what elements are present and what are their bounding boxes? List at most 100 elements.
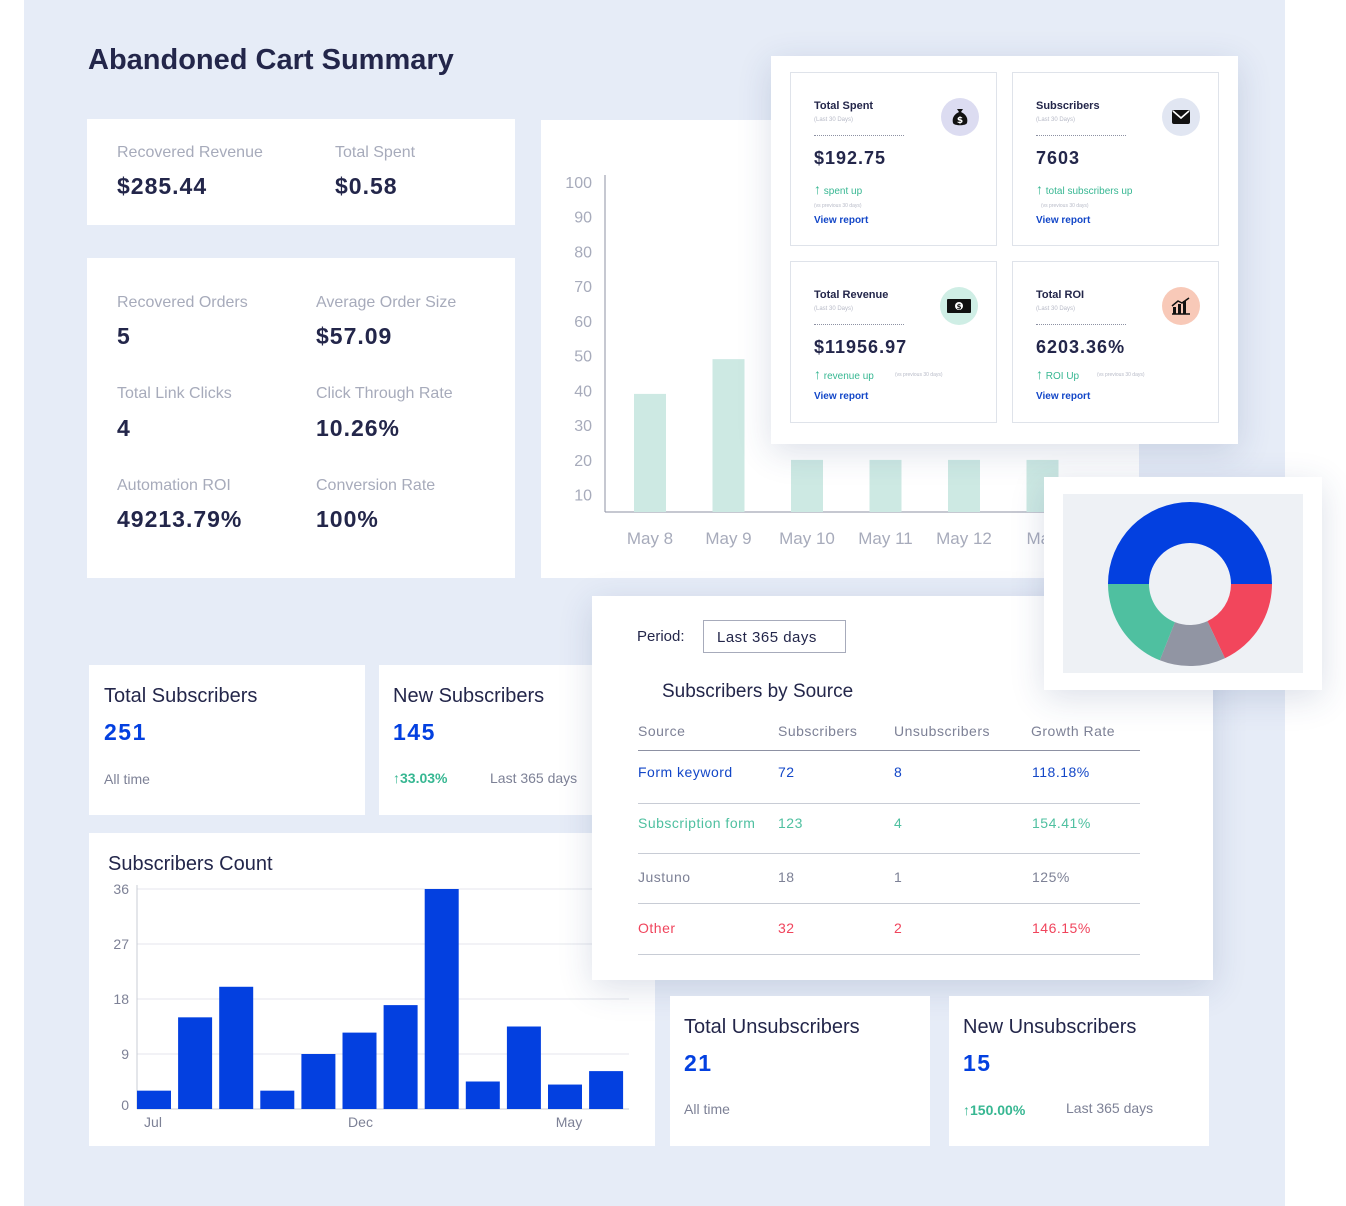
stat-card-total-roi: Total ROI (Last 30 Days) 6203.36% ↑ ROI … — [1012, 261, 1219, 423]
row-source[interactable]: Justuno — [638, 869, 691, 885]
column-header-source: Source — [638, 723, 686, 739]
row-source[interactable]: Form keyword — [638, 764, 733, 780]
link-clicks-label: Total Link Clicks — [117, 385, 232, 402]
bar — [137, 1090, 171, 1109]
bar — [260, 1090, 295, 1109]
total-subscribers-title: Total Subscribers — [104, 685, 258, 707]
arrow-up-icon: ↑ — [963, 1102, 970, 1118]
row-unsubscribers: 1 — [894, 869, 903, 885]
total-subscribers-card: Total Subscribers 251 All time — [89, 665, 365, 815]
svg-text:$: $ — [957, 116, 963, 126]
stat-value: $192.75 — [814, 148, 887, 168]
stat-value: 7603 — [1036, 148, 1081, 168]
arrow-up-icon: ↑ — [393, 770, 400, 786]
arrow-up-icon: ↑ — [814, 181, 821, 197]
bar — [465, 1081, 500, 1109]
bar — [219, 986, 254, 1109]
row-source[interactable]: Other — [638, 920, 676, 936]
row-divider — [638, 954, 1140, 955]
view-report-link[interactable]: View report — [814, 215, 869, 226]
total-unsubscribers-value: 21 — [684, 1050, 713, 1076]
row-growth: 125% — [1032, 869, 1070, 885]
stat-subtitle: (Last 30 Days) — [814, 117, 854, 123]
subscribers-count-card: Subscribers Count 36 27 18 9 0 Jul Dec May — [89, 833, 655, 1146]
stat-trend: ↑ revenue up — [814, 366, 874, 382]
avg-order-label: Average Order Size — [316, 294, 457, 311]
view-report-link[interactable]: View report — [814, 391, 869, 402]
ctr-label: Click Through Rate — [316, 385, 453, 402]
bar — [634, 393, 666, 512]
bar — [791, 459, 823, 512]
donut-slice — [1108, 584, 1175, 661]
recovered-revenue-value: $285.44 — [117, 173, 208, 199]
row-subscribers: 72 — [778, 764, 795, 780]
bar — [383, 1005, 418, 1109]
bar — [589, 1071, 624, 1109]
view-report-link[interactable]: View report — [1036, 215, 1091, 226]
bar — [548, 1084, 582, 1109]
row-unsubscribers: 8 — [894, 764, 903, 780]
period-label: Period: — [637, 628, 685, 645]
view-report-link[interactable]: View report — [1036, 391, 1091, 402]
y-tick-label: 20 — [574, 453, 592, 470]
y-tick-label: 80 — [574, 244, 592, 261]
x-tick-label: Jul — [144, 1114, 162, 1130]
stat-divider — [1036, 324, 1126, 325]
stat-subtitle: (Last 30 Days) — [814, 306, 854, 312]
new-unsubscribers-title: New Unsubscribers — [963, 1016, 1137, 1038]
ctr-value: 10.26% — [316, 415, 401, 441]
stat-value: $11956.97 — [814, 337, 908, 357]
row-source[interactable]: Subscription form — [638, 815, 756, 831]
stat-subtitle: (Last 30 Days) — [1036, 117, 1076, 123]
x-tick-label: May — [556, 1114, 582, 1130]
total-unsubscribers-card: Total Unsubscribers 21 All time — [670, 996, 930, 1146]
total-unsubscribers-title: Total Unsubscribers — [684, 1016, 860, 1038]
donut-chart — [1108, 502, 1272, 666]
roi-label: Automation ROI — [117, 477, 231, 494]
period-select[interactable]: Last 365 days — [703, 620, 846, 653]
change-value: 33.03% — [400, 770, 448, 786]
row-unsubscribers: 2 — [894, 920, 903, 936]
row-divider — [638, 803, 1140, 804]
subscribers-count-chart: 36 27 18 9 0 Jul Dec May — [113, 881, 629, 1130]
new-subscribers-card: New Subscribers 145 ↑33.03% Last 365 day… — [379, 665, 619, 815]
period-select-value: Last 365 days — [717, 629, 817, 646]
bar — [424, 889, 459, 1109]
stat-title: Total Spent — [814, 100, 874, 112]
stat-compare: (vs previous 30 days) — [1097, 372, 1145, 378]
stat-card-total-revenue: Total Revenue (Last 30 Days) $11956.97 ↑… — [790, 261, 997, 423]
bar — [712, 359, 745, 512]
donut-slice — [1207, 584, 1272, 659]
conversion-value: 100% — [316, 506, 379, 532]
recovered-orders-value: 5 — [117, 323, 131, 349]
stats-overlay-panel: Total Spent (Last 30 Days) $192.75 ↑ spe… — [771, 56, 1238, 444]
conversion-label: Conversion Rate — [316, 477, 436, 494]
new-subscribers-value: 145 — [393, 719, 436, 745]
new-unsubscribers-period: Last 365 days — [1066, 1100, 1154, 1116]
y-tick-label: 40 — [574, 383, 592, 400]
avg-order-value: $57.09 — [316, 323, 393, 349]
y-tick-label: 10 — [574, 488, 592, 505]
stat-compare: (vs previous 30 days) — [895, 372, 943, 378]
row-subscribers: 32 — [778, 920, 795, 936]
row-subscribers: 123 — [778, 815, 803, 831]
stat-value: 6203.36% — [1036, 337, 1126, 357]
column-header-unsubscribers: Unsubscribers — [894, 723, 990, 739]
cash-icon: $ — [940, 287, 978, 325]
stat-card-total-spent: Total Spent (Last 30 Days) $192.75 ↑ spe… — [790, 72, 997, 246]
row-growth: 146.15% — [1032, 920, 1091, 936]
new-subscribers-change: ↑33.03% — [393, 770, 447, 786]
row-subscribers: 18 — [778, 869, 795, 885]
total-subscribers-value: 251 — [104, 719, 147, 745]
arrow-up-icon: ↑ — [1036, 181, 1043, 197]
stat-card-subscribers: Subscribers (Last 30 Days) 7603 ↑ total … — [1012, 72, 1219, 246]
stat-trend-label: spent up — [823, 186, 863, 197]
stat-title: Total ROI — [1036, 289, 1085, 301]
subscribers-by-source-panel: Period: Last 365 days Subscribers by Sou… — [592, 596, 1213, 980]
row-growth: 118.18% — [1032, 764, 1090, 780]
donut-chart-card — [1044, 477, 1322, 690]
row-unsubscribers: 4 — [894, 815, 903, 831]
stat-compare: (vs previous 30 days) — [1041, 203, 1089, 209]
y-tick-label: 50 — [574, 349, 592, 366]
new-unsubscribers-change: ↑150.00% — [963, 1102, 1025, 1118]
